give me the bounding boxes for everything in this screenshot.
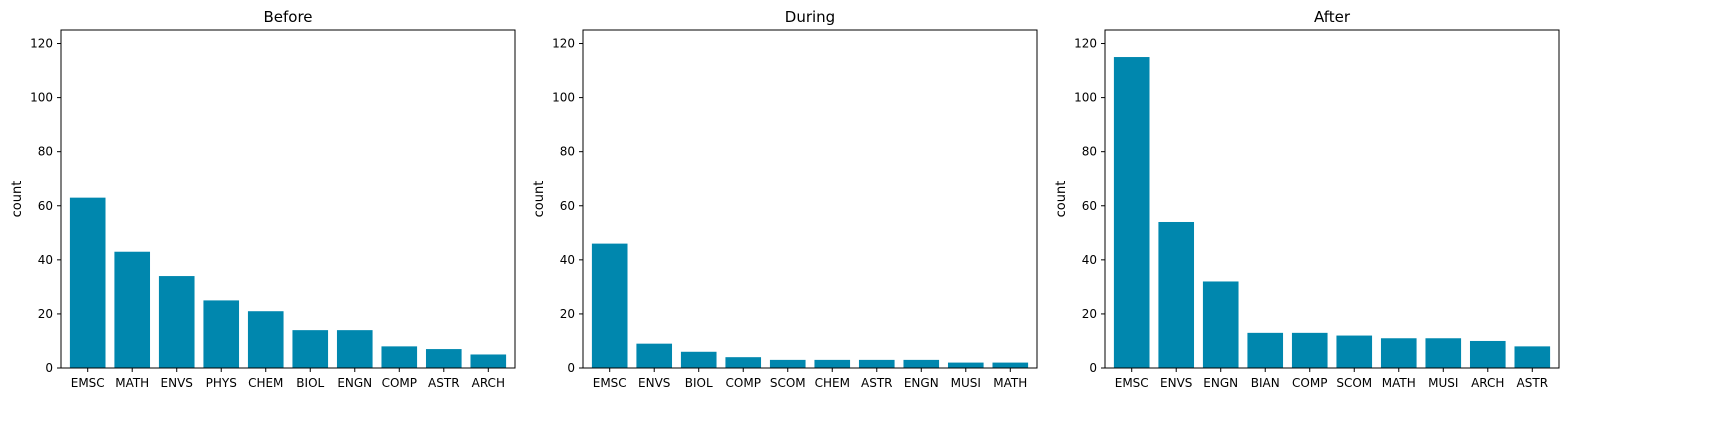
y-tick-label: 80	[560, 145, 575, 159]
bar-engn	[1202, 281, 1239, 368]
x-tick-label: ARCH	[1471, 376, 1504, 390]
y-tick-label: 0	[567, 361, 575, 375]
chart-title: After	[1314, 8, 1351, 26]
bar-chem	[814, 359, 851, 368]
bar-astr	[1514, 346, 1551, 368]
y-tick-label: 80	[38, 145, 53, 159]
y-tick-label: 60	[560, 199, 575, 213]
x-tick-label: BIAN	[1251, 376, 1280, 390]
bar-emsc	[591, 243, 628, 368]
x-tick-label: ENGN	[904, 376, 939, 390]
bar-astr	[858, 359, 895, 368]
bar-astr	[425, 349, 462, 368]
bar-biol	[292, 330, 329, 368]
y-tick-label: 100	[1074, 91, 1097, 105]
bar-emsc	[1113, 57, 1150, 368]
x-tick-label: ARCH	[472, 376, 505, 390]
y-tick-label: 60	[1082, 199, 1097, 213]
x-tick-label: CHEM	[815, 376, 850, 390]
y-tick-label: 40	[1082, 253, 1097, 267]
x-tick-label: MUSI	[951, 376, 981, 390]
x-tick-label: CHEM	[248, 376, 283, 390]
chart-title: During	[785, 8, 835, 26]
plot-frame	[1104, 29, 1560, 369]
x-tick-label: MATH	[115, 376, 149, 390]
y-tick-label: 120	[552, 37, 575, 51]
y-tick-label: 120	[1074, 37, 1097, 51]
x-tick-label: ASTR	[1517, 376, 1549, 390]
y-tick-label: 60	[38, 199, 53, 213]
bar-envs	[636, 343, 673, 368]
bar-musi	[1425, 338, 1462, 368]
chart-panel-during: EMSC ENVS BIOL COMP SCOM CHEM ASTR ENGN MUSI MATH…	[532, 8, 1038, 390]
bar-arch	[470, 354, 507, 368]
x-tick-label: MATH	[993, 376, 1027, 390]
x-tick-label: SCOM	[770, 376, 806, 390]
y-tick-label: 40	[560, 253, 575, 267]
x-tick-label: PHYS	[206, 376, 237, 390]
y-axis-label: count	[1054, 181, 1069, 218]
x-tick-label: ENVS	[638, 376, 670, 390]
chart-panel-after: EMSC ENVS ENGN BIAN COMP SCOM MATH MUSI ARCH ASTR…	[1054, 8, 1560, 390]
x-tick-label: COMP	[382, 376, 417, 390]
y-tick-label: 40	[38, 253, 53, 267]
bar-scom	[1336, 335, 1373, 368]
x-tick-label: BIOL	[296, 376, 324, 390]
plot-frame	[582, 29, 1038, 369]
y-tick-label: 100	[30, 91, 53, 105]
bar-bian	[1247, 332, 1284, 368]
x-tick-label: ASTR	[428, 376, 460, 390]
x-tick-label: SCOM	[1336, 376, 1372, 390]
x-tick-label: ENGN	[1203, 376, 1238, 390]
bar-math	[114, 251, 151, 368]
chart-panel-before: EMSC MATH ENVS PHYS CHEM BIOL ENGN COMP ASTR ARCH…	[10, 8, 516, 390]
x-tick-label: EMSC	[593, 376, 627, 390]
x-tick-label: COMP	[1292, 376, 1327, 390]
bar-envs	[158, 276, 195, 368]
x-tick-label: MUSI	[1428, 376, 1458, 390]
y-axis-label: count	[532, 181, 547, 218]
bar-math	[992, 362, 1029, 368]
x-tick-label: ENGN	[337, 376, 372, 390]
bar-comp	[1291, 332, 1328, 368]
y-tick-label: 0	[45, 361, 53, 375]
bar-engn	[903, 359, 940, 368]
y-axis-label: count	[10, 181, 25, 218]
y-tick-label: 20	[560, 307, 575, 321]
x-tick-label: COMP	[726, 376, 761, 390]
bar-emsc	[69, 197, 106, 368]
plot-frame	[60, 29, 516, 369]
y-tick-label: 20	[1082, 307, 1097, 321]
bar-envs	[1158, 221, 1195, 368]
x-tick-label: ASTR	[861, 376, 893, 390]
bar-comp	[725, 357, 762, 368]
x-tick-label: ENVS	[1160, 376, 1192, 390]
y-tick-label: 0	[1089, 361, 1097, 375]
bar-engn	[336, 330, 373, 368]
bar-biol	[680, 351, 717, 368]
y-tick-label: 20	[38, 307, 53, 321]
x-tick-label: BIOL	[685, 376, 713, 390]
y-tick-label: 80	[1082, 145, 1097, 159]
chart-title: Before	[263, 8, 312, 26]
bar-comp	[381, 346, 418, 368]
x-tick-label: EMSC	[1115, 376, 1149, 390]
bar-chem	[247, 311, 284, 368]
y-tick-label: 100	[552, 91, 575, 105]
x-tick-label: MATH	[1382, 376, 1416, 390]
bar-arch	[1469, 340, 1506, 368]
bar-musi	[947, 362, 984, 368]
bar-phys	[203, 300, 240, 368]
y-tick-label: 120	[30, 37, 53, 51]
bar-math	[1380, 338, 1417, 368]
x-tick-label: EMSC	[71, 376, 105, 390]
bar-scom	[769, 359, 806, 368]
x-tick-label: ENVS	[161, 376, 193, 390]
